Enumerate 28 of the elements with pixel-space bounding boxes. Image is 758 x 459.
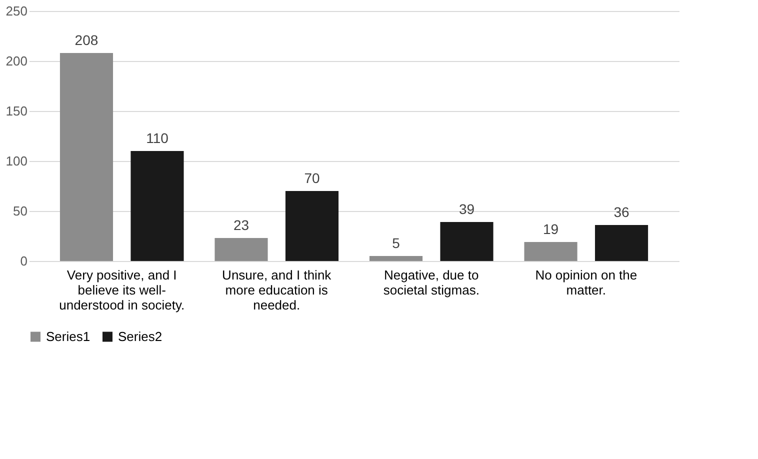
y-tick-label: 50 bbox=[13, 204, 28, 218]
bar bbox=[440, 222, 494, 261]
bar bbox=[524, 242, 578, 261]
y-tick-label: 150 bbox=[6, 104, 28, 118]
data-label: 39 bbox=[458, 201, 475, 217]
bar bbox=[214, 238, 268, 261]
x-tick-label: Unsure, and I think more education is needed. bbox=[222, 268, 332, 312]
bar bbox=[594, 225, 648, 261]
bar bbox=[285, 191, 339, 261]
data-label: 5 bbox=[392, 235, 400, 251]
bar bbox=[130, 151, 184, 261]
x-tick-label: No opinion on the matter. bbox=[535, 268, 638, 298]
y-tick-label: 200 bbox=[6, 54, 28, 68]
bar bbox=[60, 53, 114, 261]
y-tick-label: 0 bbox=[20, 254, 28, 268]
data-label: 70 bbox=[304, 170, 320, 186]
y-tick-label: 100 bbox=[6, 154, 28, 168]
legend-label: Series2 bbox=[118, 328, 162, 344]
data-label: 36 bbox=[614, 204, 630, 220]
x-tick-label: Negative, due to societal stigmas. bbox=[383, 268, 480, 298]
bar bbox=[369, 256, 423, 261]
x-tick-label: Very positive, and I believe its well-understood in society. bbox=[59, 268, 185, 312]
legend-label: Series1 bbox=[46, 328, 90, 344]
data-label: 110 bbox=[146, 130, 169, 146]
data-label: 19 bbox=[542, 221, 559, 237]
data-label: 208 bbox=[74, 32, 98, 48]
data-label: 23 bbox=[233, 217, 250, 233]
y-tick-label: 250 bbox=[6, 4, 28, 18]
